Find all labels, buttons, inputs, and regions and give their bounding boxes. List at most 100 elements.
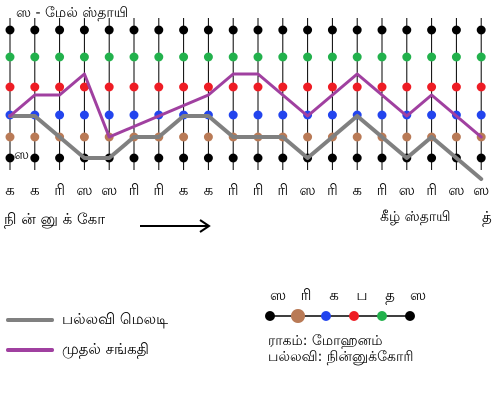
- scale-note: ரி: [300, 286, 312, 304]
- note-dot: [55, 52, 65, 62]
- note-dot: [129, 52, 139, 62]
- note-dot: [352, 132, 362, 142]
- note-dot: [476, 82, 486, 92]
- note-dot: [303, 52, 313, 62]
- note-dot: [228, 25, 238, 35]
- note-dot: [476, 25, 486, 35]
- note-syllable: ரி: [426, 181, 437, 199]
- column-lines: [9, 18, 482, 170]
- scale-note: ஸ: [269, 286, 287, 304]
- note-dot: [352, 82, 362, 92]
- note-dot: [427, 52, 437, 62]
- note-dot: [352, 25, 362, 35]
- note-dot: [228, 82, 238, 92]
- note-dot: [79, 82, 89, 92]
- raga-label: ராகம்: மோஹனம்: [268, 333, 383, 349]
- note-syllable: ஸ: [76, 181, 92, 199]
- note-dot: [278, 153, 288, 163]
- note-dot: [402, 82, 412, 92]
- note-dot: [476, 52, 486, 62]
- note-syllable: ஸ: [473, 181, 489, 199]
- note-dot: [253, 52, 263, 62]
- note-dot: [476, 110, 486, 120]
- note-dot: [228, 52, 238, 62]
- note-dot: [228, 110, 238, 120]
- note-dot: [104, 25, 114, 35]
- note-dot: [79, 132, 89, 142]
- note-dot: [30, 52, 40, 62]
- note-dot: [55, 25, 65, 35]
- scale-key-dot: [291, 309, 305, 323]
- note-syllable: ரி: [228, 181, 239, 199]
- scale-note: ப: [356, 286, 368, 304]
- note-dot: [253, 153, 263, 163]
- note-dot: [79, 110, 89, 120]
- scale-note: ஸ: [409, 286, 427, 304]
- note-dot: [303, 132, 313, 142]
- note-dot: [427, 82, 437, 92]
- legend-melody-label: பல்லவி மெலடி: [62, 310, 169, 328]
- note-syllable: க: [30, 181, 40, 199]
- note-dot: [327, 25, 337, 35]
- scale-key-dot: [405, 311, 415, 321]
- note-dot: [79, 52, 89, 62]
- note-dot: [451, 132, 461, 142]
- note-syllable: ரி: [129, 181, 140, 199]
- sangathi-line: [8, 72, 483, 139]
- note-syllable: க: [179, 181, 189, 199]
- scale-key-dot: [265, 311, 275, 321]
- note-dot: [55, 110, 65, 120]
- note-dot: [253, 25, 263, 35]
- note-syllable: க: [5, 181, 15, 199]
- note-dot: [427, 110, 437, 120]
- note-syllable: ஸ: [101, 181, 117, 199]
- note-dot: [154, 153, 164, 163]
- note-dot: [377, 153, 387, 163]
- legend-sangathi-label: முதல் சங்கதி: [62, 340, 149, 358]
- note-syllable: ஸ: [448, 181, 464, 199]
- note-dot: [451, 82, 461, 92]
- note-syllable: ரி: [54, 181, 65, 199]
- last-syllable-label: த்: [482, 208, 492, 226]
- note-dot: [154, 52, 164, 62]
- note-dot: [327, 110, 337, 120]
- lyrics-label: நி ன் னு க் கோ: [4, 210, 106, 228]
- legend-sangathi-swatch: [6, 348, 54, 352]
- note-dot: [79, 25, 89, 35]
- scale-key-dot: [377, 311, 387, 321]
- legend-melody-swatch: [6, 318, 54, 322]
- note-dot: [104, 52, 114, 62]
- note-dot: [476, 153, 486, 163]
- note-syllable: க: [204, 181, 214, 199]
- note-dot: [5, 25, 15, 35]
- note-dot: [253, 82, 263, 92]
- pallavi-melody-line: [8, 114, 484, 181]
- note-syllable: ரி: [153, 181, 164, 199]
- direction-arrow-icon: [140, 218, 212, 234]
- note-dot: [179, 52, 189, 62]
- note-dot: [129, 153, 139, 163]
- note-dot: [278, 52, 288, 62]
- note-dot: [104, 82, 114, 92]
- note-syllable: ரி: [277, 181, 288, 199]
- pallavi-label: பல்லவி: நின்னுக்கோரி: [268, 349, 414, 365]
- scale-note: க: [329, 286, 339, 304]
- scale-key-dot: [321, 311, 331, 321]
- note-dot: [352, 52, 362, 62]
- note-dot: [278, 25, 288, 35]
- note-dot: [55, 153, 65, 163]
- note-syllable: க: [352, 181, 362, 199]
- note-dot: [203, 25, 213, 35]
- note-dot: [203, 132, 213, 142]
- legend-melody: பல்லவி மெலடி: [6, 310, 168, 330]
- note-dot: [228, 153, 238, 163]
- note-dot: [402, 25, 412, 35]
- note-dot: [30, 132, 40, 142]
- note-dot: [129, 25, 139, 35]
- note-dot: [203, 82, 213, 92]
- note-syllable: ரி: [253, 181, 264, 199]
- note-dot: [427, 153, 437, 163]
- scale-key-dot: [349, 311, 359, 321]
- note-dot: [303, 25, 313, 35]
